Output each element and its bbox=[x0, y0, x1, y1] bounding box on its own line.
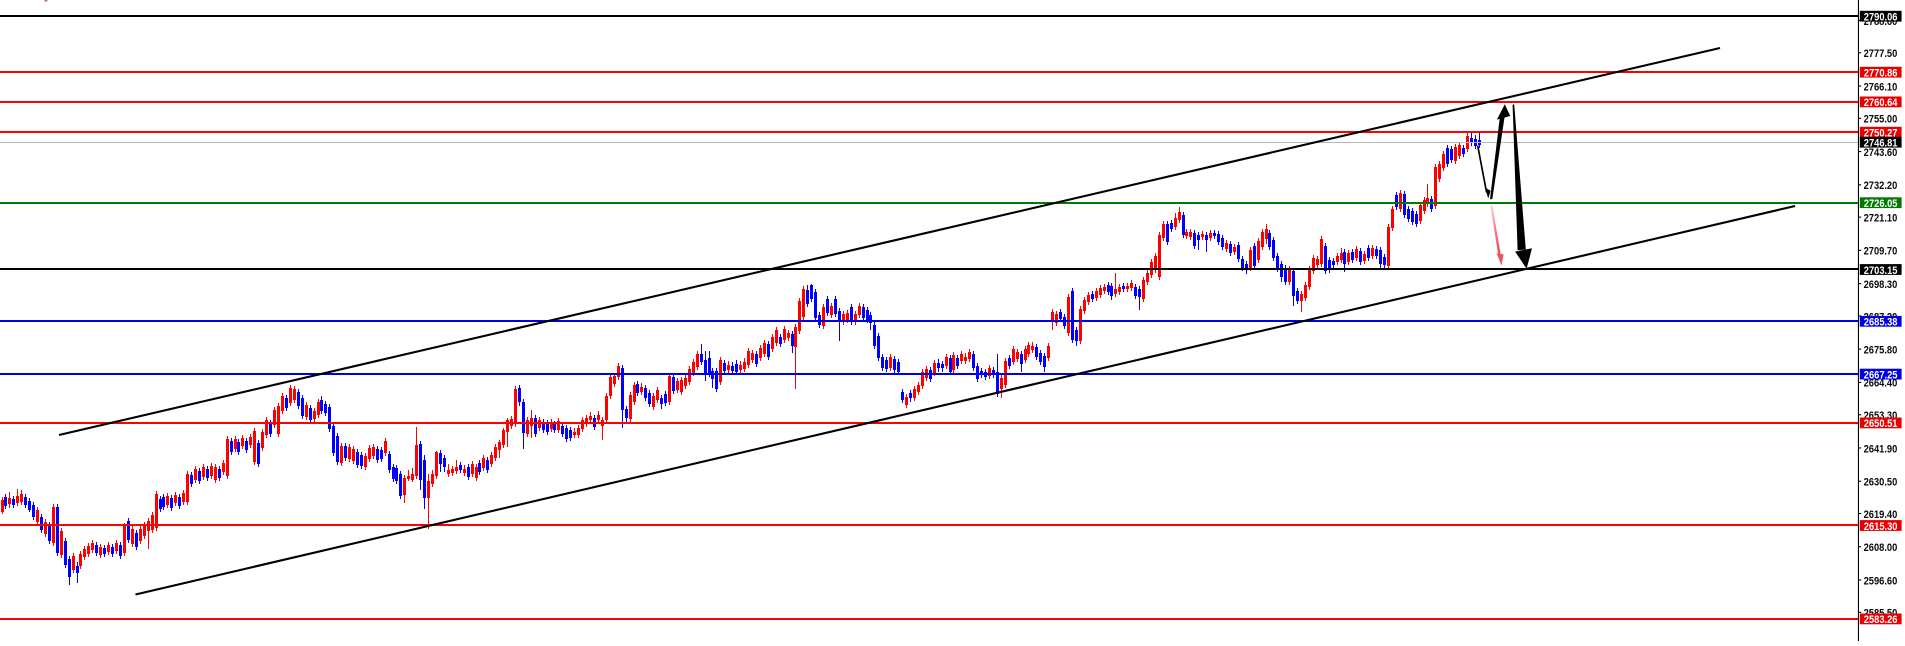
svg-text:2641.90: 2641.90 bbox=[1864, 443, 1898, 455]
svg-text:2732.20: 2732.20 bbox=[1864, 180, 1898, 192]
svg-text:2685.38: 2685.38 bbox=[1864, 317, 1898, 329]
svg-text:2755.00: 2755.00 bbox=[1864, 114, 1898, 126]
svg-text:2630.50: 2630.50 bbox=[1864, 477, 1898, 489]
svg-text:2675.80: 2675.80 bbox=[1864, 345, 1898, 357]
svg-text:2743.60: 2743.60 bbox=[1864, 147, 1898, 159]
svg-text:2709.70: 2709.70 bbox=[1864, 246, 1898, 258]
svg-text:2790.06: 2790.06 bbox=[1864, 12, 1898, 24]
svg-text:2750.27: 2750.27 bbox=[1864, 128, 1898, 140]
svg-text:2703.15: 2703.15 bbox=[1864, 265, 1898, 277]
svg-text:2721.10: 2721.10 bbox=[1864, 213, 1898, 225]
svg-text:2770.86: 2770.86 bbox=[1864, 68, 1898, 80]
svg-text:2746.81: 2746.81 bbox=[1864, 138, 1898, 150]
svg-text:2650.51: 2650.51 bbox=[1864, 418, 1898, 430]
svg-text:2766.10: 2766.10 bbox=[1864, 81, 1898, 93]
svg-text:2615.30: 2615.30 bbox=[1864, 521, 1898, 533]
svg-text:2619.40: 2619.40 bbox=[1864, 509, 1898, 521]
svg-text:2726.05: 2726.05 bbox=[1864, 198, 1898, 210]
svg-text:2608.00: 2608.00 bbox=[1864, 542, 1898, 554]
svg-text:2760.64: 2760.64 bbox=[1864, 97, 1898, 109]
svg-text:2664.40: 2664.40 bbox=[1864, 378, 1898, 390]
svg-text:2583.26: 2583.26 bbox=[1864, 614, 1898, 626]
svg-text:2596.60: 2596.60 bbox=[1864, 575, 1898, 587]
svg-text:2667.25: 2667.25 bbox=[1864, 369, 1898, 381]
svg-text:2698.30: 2698.30 bbox=[1864, 279, 1898, 291]
svg-text:2777.50: 2777.50 bbox=[1864, 48, 1898, 60]
